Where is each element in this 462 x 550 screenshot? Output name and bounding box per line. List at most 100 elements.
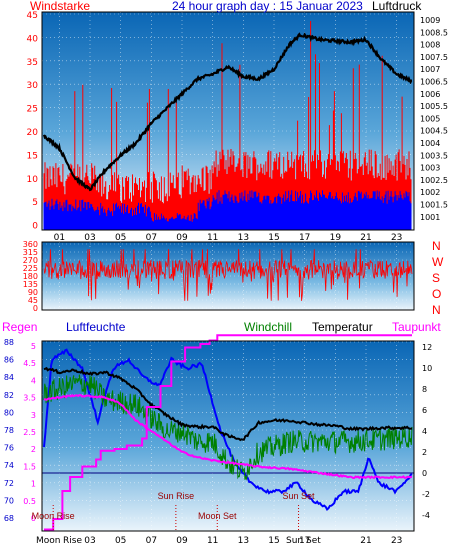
humidity-tick-label: 78: [4, 426, 14, 435]
humidity-tick-label: 80: [4, 408, 14, 417]
panel3-series: [42, 334, 414, 531]
humidity-tick-label: 88: [4, 338, 14, 347]
humidity-tick-label: 82: [4, 391, 14, 400]
rain-tick-label: 2: [31, 445, 36, 454]
wind-average-series: [43, 190, 412, 230]
rain-tick-label: 0.5: [23, 497, 36, 506]
temperature-tick-label: -4: [422, 511, 430, 520]
time-tick-label: 09: [176, 233, 188, 243]
dewpoint-series: [43, 393, 413, 480]
panel1-grid: [42, 12, 414, 230]
panel1-series: [42, 21, 413, 230]
pressure-tick-label: 1007: [420, 65, 440, 74]
compass-label: N: [432, 239, 441, 253]
panel3-time-axis: 03 05 07 09 11 13 15 17 21 23 Moon Sun Set Rise: [36, 536, 402, 546]
direction-tick-label: 180: [23, 272, 38, 281]
pressure-tick-label: 1006: [420, 90, 440, 99]
time-tick-label: 21: [360, 233, 371, 243]
temperature-series: [43, 366, 413, 442]
pressure-tick-label: 1003: [420, 164, 440, 173]
time-tick-label: 07: [146, 536, 157, 546]
time-tick-label: 11: [207, 233, 218, 243]
temperature-humidity-panel: 54.543.532.521.510.50 888684828078767472…: [4, 334, 432, 546]
time-tick-label: 03: [84, 233, 95, 243]
time-tick-label: Sun Set: [286, 536, 321, 546]
pressure-tick-label: 1001.5: [420, 201, 448, 210]
rain-tick-label: 1.5: [23, 462, 36, 471]
time-tick-label: 07: [146, 233, 157, 243]
humidity-series: [43, 348, 413, 511]
temperature-tick-label: 0: [422, 469, 427, 478]
time-tick-label: 19: [330, 233, 342, 243]
temperature-tick-label: 10: [422, 364, 432, 373]
time-tick-label: 11: [207, 536, 218, 546]
graph-day-title: 24 hour graph day : 15 Januar 2023: [172, 0, 363, 13]
pressure-tick-label: 1008: [420, 41, 440, 50]
direction-tick-label: 0: [33, 304, 38, 313]
time-tick-label: 17: [299, 536, 310, 546]
time-tick-label: 13: [238, 233, 249, 243]
pressure-tick-label: 1004: [420, 139, 440, 148]
windspeed-tick-label: 5: [32, 198, 38, 208]
windspeed-tick-label: 30: [27, 81, 39, 91]
time-tick-label: 23: [391, 536, 402, 546]
temperatur-title: Temperatur: [312, 320, 373, 334]
humidity-tick-label: 68: [4, 514, 14, 523]
rain-tick-label: 3.5: [23, 394, 36, 403]
time-tick-label: 05: [115, 233, 126, 243]
regen-title: Regen: [2, 320, 37, 334]
rain-tick-label: 4.5: [23, 359, 36, 368]
taupunkt-title: Taupunkt: [392, 320, 441, 334]
direction-tick-label: 315: [23, 248, 38, 257]
windchill-title: Windchill: [244, 320, 292, 334]
time-tick-label: 15: [268, 536, 279, 546]
windstarke-title: Windstarke: [30, 0, 90, 13]
pressure-tick-label: 1003.5: [420, 151, 448, 160]
pressure-tick-label: 1006.5: [420, 78, 448, 87]
windspeed-tick-label: 40: [27, 34, 39, 44]
compass-label: S: [432, 271, 440, 285]
windspeed-tick-label: 15: [27, 151, 38, 161]
event-label: Sun Set: [283, 491, 316, 501]
rain-tick-label: 5: [31, 342, 36, 351]
temperature-tick-label: 12: [422, 343, 432, 352]
temperature-axis: 12 10 8 6 4 2 0 -2 -4: [422, 343, 432, 520]
humidity-tick-label: 74: [4, 461, 14, 470]
panel1-time-axis: 01 03 05 07 09 11 13 15 17 19 21 23: [54, 233, 403, 243]
rain-tick-label: 2.5: [23, 428, 36, 437]
direction-tick-label: 225: [23, 264, 38, 273]
panel1-frame: [41, 11, 415, 231]
time-tick-label: 23: [391, 233, 402, 243]
direction-tick-label: 360: [23, 240, 38, 249]
time-tick-label: 09: [176, 536, 188, 546]
temperature-tick-label: 4: [422, 427, 427, 436]
time-tick-label: 21: [360, 536, 371, 546]
temperature-tick-label: 6: [422, 406, 427, 415]
temperature-tick-label: 8: [422, 385, 427, 394]
panel2-frame: [41, 241, 415, 311]
humidity-tick-label: 84: [4, 373, 14, 382]
event-label: Moon Rise: [32, 511, 75, 521]
luftfeuchte-title: Luftfeuchte: [66, 320, 126, 334]
humidity-axis: 88 86 84 82 80 78 76 74 72 70 68: [4, 338, 14, 523]
event-label: Sun Rise: [158, 491, 195, 501]
rain-series: [44, 334, 412, 531]
pressure-tick-label: 1005.5: [420, 102, 448, 111]
panel3-frame: [41, 340, 415, 532]
temperature-tick-label: 2: [422, 448, 427, 457]
time-tick-label: Rise: [63, 536, 82, 546]
pressure-tick-label: 1005: [420, 114, 440, 123]
compass-label: N: [432, 303, 441, 317]
temperature-tick-label: -2: [422, 490, 430, 499]
panel2-series: [43, 249, 413, 301]
windspeed-tick-label: 0: [32, 222, 38, 232]
rain-axis: 5 4.5 4 3.5 3 2.5 2 1.5 1 0.5 0: [23, 342, 36, 523]
windspeed-tick-label: 25: [27, 105, 38, 115]
pressure-tick-label: 1001: [420, 213, 440, 222]
